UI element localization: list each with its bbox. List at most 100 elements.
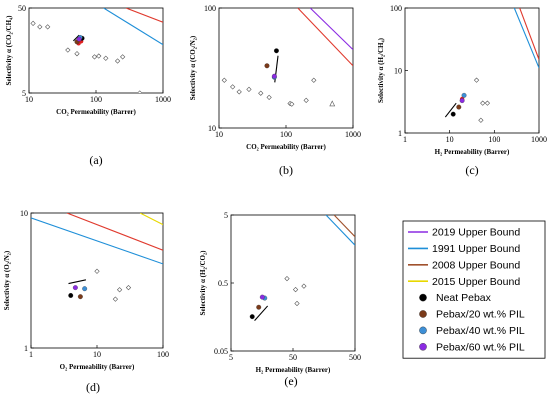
panel-a-reference-point-7 [103, 55, 109, 61]
panel-a-reference-point-8 [114, 58, 121, 64]
panel-d-neat-pebax-point-0 [68, 293, 74, 298]
panel-a-2008-upper-bound-line [125, 8, 163, 23]
panel-a-reference-point-10 [137, 90, 143, 93]
legend-label-pebax-60-wt-pil: Pebax/60 wt.% PIL [436, 341, 525, 353]
panel-e-1991-upper-bound-line [325, 215, 355, 246]
panel-d-reference-point-1 [112, 296, 119, 302]
panel-c-2008-upper-bound-line [519, 8, 539, 60]
panel-b-x-tick-label-2: 1000 [345, 130, 361, 139]
legend-label-pebax-40-wt-pil: Pebax/40 wt.% PIL [436, 325, 525, 337]
panel-a-reference-point-0 [30, 20, 36, 26]
panel-d-trend-line [68, 279, 87, 285]
panel-a-x-tick-label-2: 1000 [155, 95, 171, 104]
panel-d-x-axis-label: O₂ Permeability (Barrer) [60, 363, 135, 371]
panel-a-pebax-60-wt-pil-point-0 [76, 36, 82, 42]
panel-a-x-tick-label-1: 100 [90, 95, 102, 104]
panel-d-pebax-40-wt-pil-point-0 [82, 286, 88, 292]
panel-a-reference-point-9 [120, 54, 126, 60]
panel-b-neat-pebax-point-0 [273, 48, 279, 54]
panel-c-reference-point-0 [473, 77, 480, 83]
panel-e-y-tick-label-0: 0.05 [214, 347, 228, 356]
panel-d-x-tick-label-0: 1 [29, 350, 33, 359]
panel-e-trend-line [254, 305, 269, 321]
panel-d-x-tick-label-2: 100 [157, 350, 169, 359]
panel-e-reference-point-0 [284, 275, 290, 282]
panel-d-plot-frame [30, 212, 164, 349]
panel-e-reference-point-2 [301, 283, 307, 289]
panel-c: 1 10 100 1000 1 10 100 H₂ Permeability (Barrer… [377, 4, 547, 177]
panel-c-neat-pebax-point-0 [450, 111, 456, 117]
panel-d-pebax-60-wt-pil-point-0 [72, 285, 78, 291]
panel-c-x-tick-label-2: 100 [488, 135, 500, 144]
panel-b-reference-point-3 [246, 86, 252, 92]
panel-b-reference-point-9 [311, 77, 317, 83]
panel-e-y-tick-label-1: 0.5 [218, 279, 228, 288]
panel-e-x-tick-label-2: 500 [349, 353, 361, 362]
panel-b-y-tick-label-1: 100 [204, 4, 216, 13]
panel-b-2019-upper-bound-line [309, 8, 353, 50]
panel-e-y-tick-label-2: 5 [224, 211, 228, 220]
panel-c-trend-line [444, 102, 457, 118]
panel-c-reference-point-2 [484, 100, 491, 106]
panel-c-y-axis-label: Selectivity α (H₂/CH₄) [377, 37, 385, 103]
panel-d-reference-point-2 [116, 287, 123, 293]
legend-label-2015-upper-bound: 2015 Upper Bound [432, 276, 520, 288]
panel-d-y-tick-label-0: 1 [24, 344, 28, 353]
legend-swatch-neat-pebax [419, 293, 427, 302]
panel-c-y-tick-label-1: 10 [394, 67, 402, 76]
panel-b-reference-point-8 [303, 97, 309, 103]
panel-e-x-tick-label-0: 5 [229, 353, 233, 362]
legend-swatch-pebax-20-wt-pil [419, 310, 427, 318]
panel-a-y-axis-label: Selectivity α (CO₂/CH₄) [5, 15, 13, 86]
panel-e-label: (e) [284, 374, 297, 388]
panel-d-pebax-20-wt-pil-point-0 [77, 294, 83, 300]
panel-d-x-tick-label-1: 10 [93, 350, 101, 359]
panel-e-pebax-60-wt-pil-point-0 [259, 294, 265, 300]
panel-a: 10 100 1000 5 50 CO₂ Permeability (Barrer) S… [5, 4, 171, 167]
panel-c-plot-frame [404, 7, 540, 134]
panel-e-pebax-20-wt-pil-point-0 [256, 304, 262, 310]
panel-b-pebax-20-wt-pil-point-0 [264, 63, 270, 69]
panel-a-plot-frame [28, 7, 164, 94]
panel-b-triangle-point-0 [329, 100, 336, 107]
panel-c-x-tick-label-3: 1000 [531, 135, 547, 144]
panel-b-plot-frame [218, 7, 354, 129]
panel-d-y-axis-label: Selectivity α (O₂/N₂) [3, 250, 11, 310]
panel-a-label: (a) [89, 153, 102, 167]
panel-d-2015-upper-bound-line [139, 213, 163, 226]
panel-b-reference-point-1 [230, 84, 236, 90]
panel-d: 1 10 100 1 10 O₂ Permeability (Barrer) Selec… [3, 209, 169, 394]
panel-c-x-tick-label-1: 10 [446, 135, 454, 144]
panel-d-2008-upper-bound-line [66, 213, 163, 251]
panel-b-label: (b) [279, 163, 293, 177]
panel-c-1991-upper-bound-line [513, 8, 539, 69]
panel-a-reference-point-1 [37, 24, 43, 30]
panel-a-y-tick-label-0: 5 [22, 89, 26, 98]
panel-a-reference-point-5 [91, 54, 98, 60]
panel-c-reference-point-1 [480, 100, 486, 106]
panel-a-x-axis-label: CO₂ Permeability (Barrer) [56, 108, 136, 116]
panel-b-reference-point-7 [289, 101, 295, 107]
legend-label-pebax-20-wt-pil: Pebax/20 wt.% PIL [436, 309, 525, 321]
panel-b: 10 100 1000 10 100 CO₂ Permeability (Barrer)… [189, 4, 361, 177]
legend-label-1991-upper-bound: 1991 Upper Bound [432, 243, 520, 255]
panel-c-reference-point-3 [478, 117, 484, 123]
panel-a-reference-point-6 [96, 53, 102, 59]
panel-b-x-axis-label: CO₂ Permeability (Barrer) [246, 143, 326, 151]
panel-e-reference-point-3 [294, 300, 300, 307]
panel-d-y-tick-label-1: 10 [20, 209, 28, 218]
panel-d-1991-upper-bound-line [31, 217, 163, 265]
panel-c-pebax-20-wt-pil-point-0 [456, 104, 462, 110]
panel-b-reference-point-0 [221, 77, 227, 83]
panel-a-reference-point-3 [65, 47, 71, 53]
panel-c-y-tick-label-0: 1 [398, 129, 402, 138]
panel-b-2008-upper-bound-line [297, 8, 353, 67]
panel-c-y-tick-label-2: 100 [390, 4, 402, 13]
panel-b-reference-point-2 [236, 89, 242, 95]
panel-e-plot-frame [230, 214, 356, 352]
panel-d-label: (d) [86, 380, 100, 394]
panel-e-y-axis-label: Selectivity α (H₂/CO₂) [199, 250, 207, 316]
panel-b-pebax-60-wt-pil-point-0 [271, 73, 277, 79]
panel-a-y-tick-label-1: 50 [18, 4, 26, 13]
